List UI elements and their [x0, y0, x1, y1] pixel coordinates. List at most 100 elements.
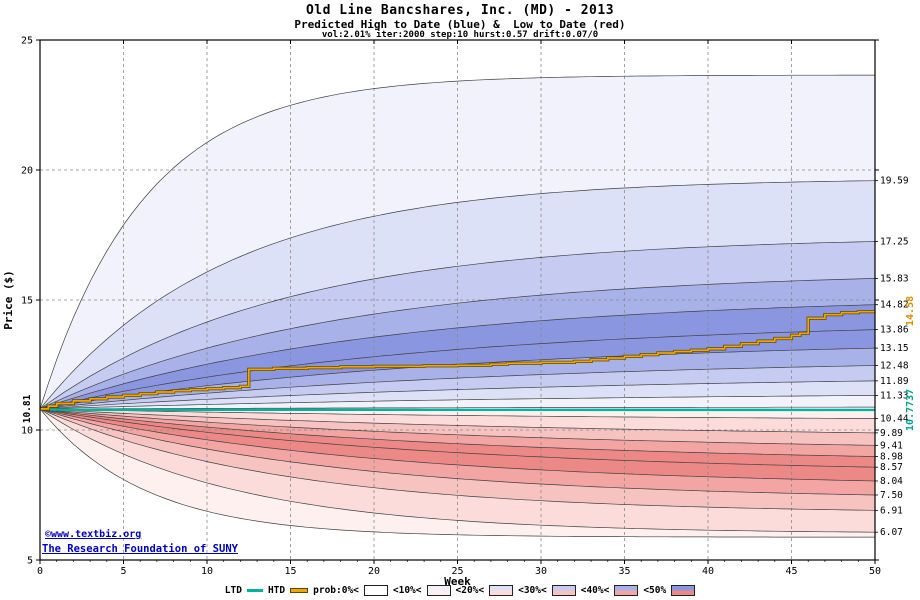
- legend-label-ltd: LTD: [224, 585, 242, 596]
- percentile-curve: [40, 408, 875, 468]
- textbiz-link[interactable]: ©www.textbiz.org: [45, 529, 142, 540]
- legend-label-htd: HTD: [267, 585, 286, 596]
- low-price-label: 6.91: [880, 505, 903, 516]
- x-tick-label: 45: [785, 566, 797, 577]
- percentile-curve: [40, 74, 875, 410]
- high-fan-band: [40, 304, 875, 409]
- high-price-label: 17.25: [880, 237, 909, 248]
- high-price-label: 11.33: [880, 390, 909, 401]
- low-fan-band: [40, 408, 875, 481]
- percentile-curves: [40, 74, 875, 538]
- y-tick-label: 5: [27, 556, 33, 567]
- low-price-label: 8.04: [880, 476, 903, 487]
- percentile-curve: [40, 408, 875, 457]
- low-fan-band: [40, 408, 875, 468]
- x-tick-label: 30: [535, 566, 547, 577]
- legend-swatch-prob-0: [363, 585, 388, 596]
- ltd-line: [40, 407, 875, 412]
- y-tick-label: 25: [21, 36, 33, 47]
- axis-ticks: [36, 39, 879, 564]
- high-price-label: 15.83: [880, 273, 909, 284]
- legend-swatch-prob-50: [671, 585, 696, 596]
- ltd-end-label: 10.7737: [905, 389, 916, 431]
- percentile-curve: [40, 408, 875, 419]
- legend-label-prob-50: <50%: [643, 585, 667, 596]
- low-price-label: 9.41: [880, 440, 903, 451]
- high-price-label: 13.86: [880, 325, 909, 336]
- high-price-label: 19.59: [880, 176, 909, 187]
- legend-label-prob-30: <30%<: [518, 585, 547, 596]
- grid-lines: [40, 40, 875, 560]
- legend-swatch-prob-10: [426, 585, 451, 596]
- percentile-curve: [40, 278, 875, 410]
- page-subtitle: Predicted High to Date (blue) & Low to D…: [294, 18, 626, 31]
- high-fan-band: [40, 329, 875, 409]
- low-price-label: 8.98: [880, 452, 903, 463]
- x-tick-label: 20: [368, 566, 380, 577]
- percentile-curve: [40, 408, 875, 482]
- percentile-curve: [40, 408, 875, 434]
- simulation-params: vol:2.01% iter:2000 step:10 hurst:0.57 d…: [321, 30, 599, 40]
- x-axis-title: Week: [444, 575, 471, 588]
- percentile-curve: [40, 365, 875, 410]
- low-price-label: 6.07: [880, 527, 903, 538]
- x-tick-label: 10: [201, 566, 213, 577]
- x-tick-label: 50: [869, 566, 881, 577]
- percentile-curve: [40, 406, 875, 410]
- y-tick-label: 15: [21, 296, 33, 307]
- high-fan-band: [40, 75, 875, 409]
- high-price-label: 13.15: [880, 343, 909, 354]
- percentile-curve: [40, 241, 875, 410]
- percentile-curve: [40, 304, 875, 410]
- x-tick-label: 0: [37, 566, 43, 577]
- percentile-curve: [40, 329, 875, 410]
- percentile-curve: [40, 408, 875, 533]
- legend-swatch-ltd: [246, 589, 263, 592]
- percentile-curve: [40, 408, 875, 538]
- x-tick-label: 15: [284, 566, 296, 577]
- y-axis-title: Price ($): [2, 270, 15, 330]
- high-fan-band: [40, 278, 875, 409]
- legend-swatch-prob-30: [551, 585, 576, 596]
- high-fan-band: [40, 365, 875, 409]
- legend: LTD HTD prob:0%< <10%< <20%< <30%< <40%< <50%: [0, 585, 920, 596]
- plot-area: [40, 40, 875, 560]
- high-fan-band: [40, 241, 875, 409]
- legend-swatch-prob-40: [614, 585, 639, 596]
- x-tick-label: 5: [120, 566, 126, 577]
- percentile-curve: [40, 395, 875, 410]
- percentile-curve: [40, 408, 875, 446]
- low-fan-band: [40, 408, 875, 538]
- low-fan-band: [40, 408, 875, 446]
- high-price-label: 12.48: [880, 361, 909, 372]
- x-tick-label: 40: [702, 566, 714, 577]
- y-tick-label: 10: [21, 426, 33, 437]
- start-price-label: 10.81: [22, 394, 33, 423]
- low-fan-band: [40, 408, 875, 533]
- high-fan-band: [40, 180, 875, 409]
- legend-label-prob-0: prob:0%<: [313, 585, 359, 596]
- percentile-curve: [40, 408, 875, 511]
- percentile-curve: [40, 408, 875, 496]
- high-price-label: 14.82: [880, 300, 909, 311]
- percentile-curve: [40, 180, 875, 410]
- htd-line: [40, 310, 875, 410]
- low-price-label: 9.89: [880, 428, 903, 439]
- legend-swatch-htd: [290, 588, 309, 593]
- legend-label-prob-20: <20%<: [455, 585, 485, 596]
- legend-label-prob-10: <10%<: [392, 585, 422, 596]
- legend-label-prob-40: <40%<: [580, 585, 610, 596]
- y-tick-label: 20: [21, 166, 33, 177]
- low-price-label: 10.44: [880, 414, 909, 425]
- low-price-label: 7.50: [880, 490, 903, 501]
- legend-swatch-prob-20: [489, 585, 514, 596]
- high-fan-band: [40, 348, 875, 409]
- low-price-label: 8.57: [880, 462, 903, 473]
- percentile-curve: [40, 380, 875, 410]
- x-tick-label: 35: [618, 566, 630, 577]
- x-tick-label: 25: [451, 566, 463, 577]
- page-title: Old Line Bancshares, Inc. (MD) - 2013: [305, 3, 615, 18]
- suny-link[interactable]: The Research Foundation of SUNY: [42, 543, 238, 555]
- htd-end-label: 14.58: [905, 296, 916, 326]
